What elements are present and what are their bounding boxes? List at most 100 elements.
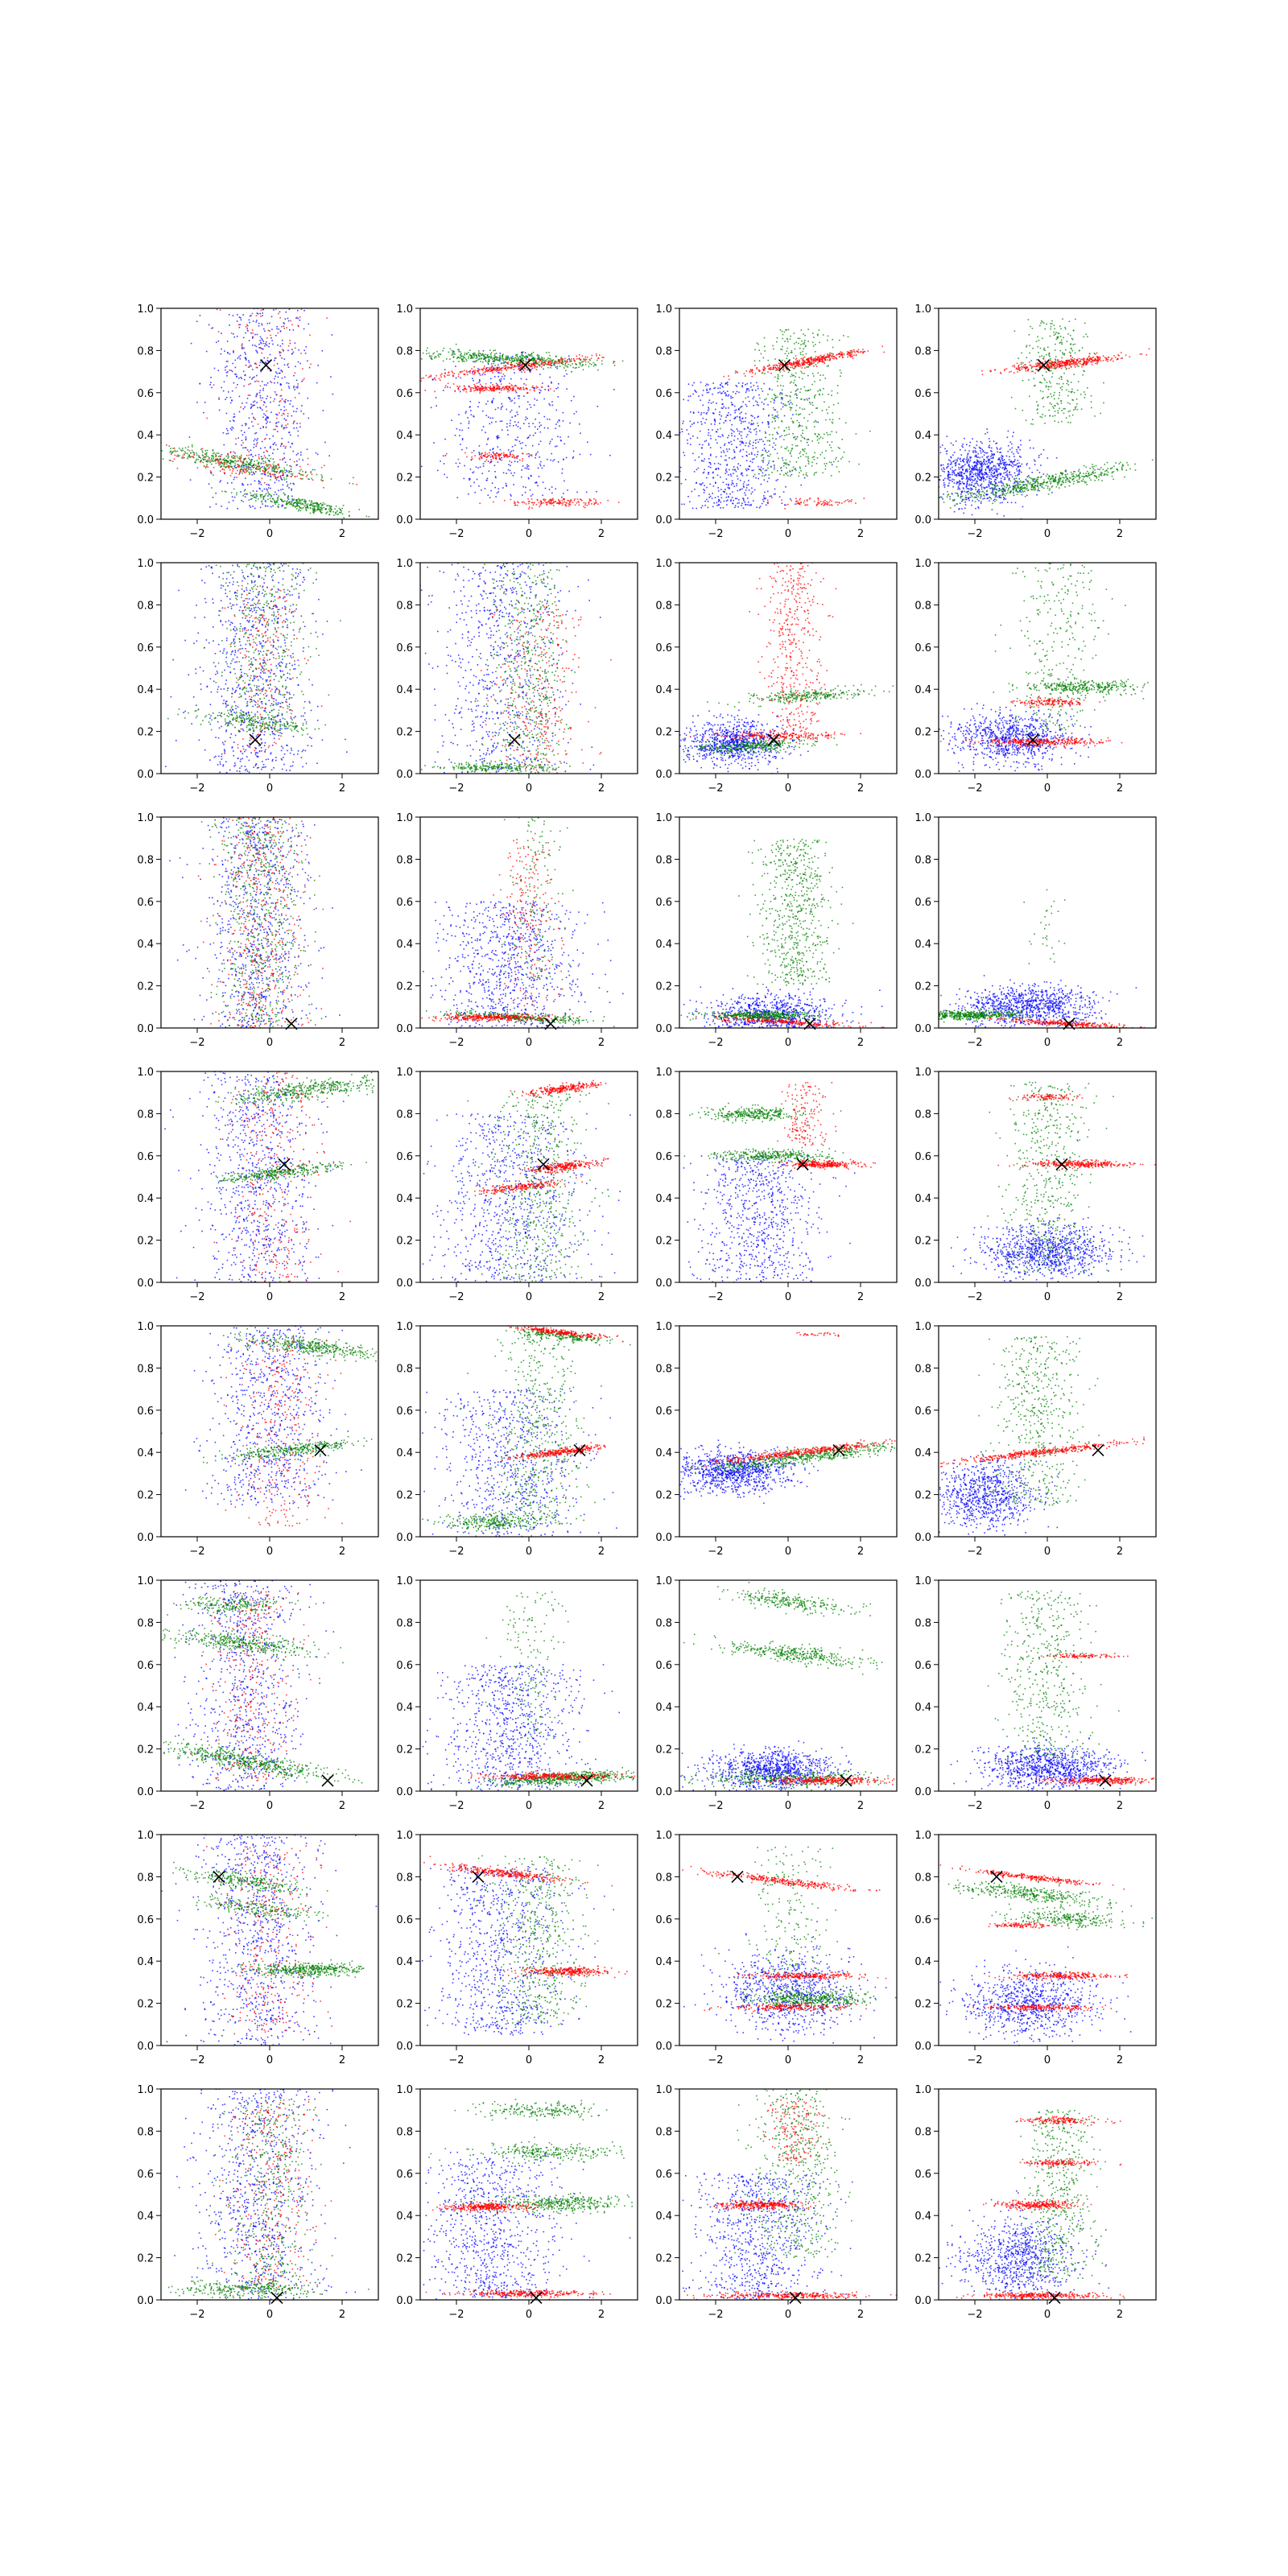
scatter-point	[488, 364, 489, 365]
scatter-point	[815, 472, 817, 473]
scatter-point	[312, 506, 314, 507]
scatter-point	[226, 397, 228, 398]
scatter-point	[769, 444, 770, 446]
scatter-point	[802, 430, 803, 431]
scatter-point	[522, 360, 523, 361]
scatter-point	[250, 506, 252, 508]
scatter-point	[203, 462, 204, 464]
scatter-point	[366, 516, 368, 518]
scatter-point	[272, 498, 274, 500]
scatter-point	[249, 322, 250, 324]
scatter-point	[282, 340, 283, 341]
scatter-point	[323, 507, 324, 509]
scatter-point	[704, 492, 705, 493]
scatter-point	[722, 434, 724, 436]
scatter-point	[452, 351, 454, 353]
scatter-point	[825, 469, 827, 470]
scatter-point	[806, 453, 807, 455]
scatter-point	[555, 362, 556, 364]
scatter-point	[328, 455, 330, 456]
scatter-point	[323, 502, 324, 504]
scatter-point	[704, 501, 706, 502]
scatter-point	[810, 389, 811, 390]
scatter-point	[762, 460, 763, 462]
scatter-point	[250, 316, 251, 317]
scatter-point	[233, 363, 234, 365]
scatter-point	[254, 401, 256, 402]
scatter-point	[814, 474, 815, 476]
scatter-point	[738, 499, 740, 501]
scatter-point	[786, 338, 788, 340]
scatter-point	[263, 498, 265, 500]
scatter-point	[243, 469, 245, 470]
scatter-point	[764, 373, 766, 374]
scatter-point	[541, 364, 543, 365]
scatter-point	[268, 330, 270, 332]
scatter-point	[714, 463, 716, 464]
scatter-point	[771, 472, 773, 473]
scatter-point	[317, 509, 319, 510]
scatter-point	[795, 385, 796, 386]
scatter-point	[501, 373, 502, 374]
scatter-point	[720, 415, 722, 417]
scatter-point	[792, 363, 794, 365]
scatter-point	[242, 348, 243, 349]
scatter-point	[739, 489, 741, 491]
scatter-point	[295, 506, 297, 507]
scatter-point	[747, 497, 749, 499]
scatter-point	[782, 349, 783, 351]
scatter-point	[576, 358, 578, 360]
scatter-point	[262, 470, 264, 472]
scatter-point	[278, 490, 279, 492]
scatter-point	[246, 440, 247, 441]
scatter-point	[485, 383, 487, 385]
scatter-point	[777, 470, 778, 472]
scatter-point	[497, 369, 498, 370]
scatter-point	[836, 355, 837, 357]
scatter-point	[466, 456, 468, 458]
scatter-point	[285, 462, 287, 464]
scatter-point	[814, 459, 815, 460]
scatter-point	[750, 415, 752, 416]
scatter-point	[446, 453, 448, 455]
scatter-point	[847, 351, 848, 353]
scatter-point	[683, 421, 684, 423]
scatter-point	[462, 361, 464, 362]
scatter-point	[543, 502, 545, 504]
scatter-point	[518, 388, 519, 390]
scatter-point	[334, 508, 336, 510]
scatter-point	[827, 365, 828, 367]
scatter-point	[255, 446, 257, 448]
scatter-point	[492, 372, 493, 374]
scatter-point	[298, 502, 299, 504]
scatter-point	[831, 462, 832, 464]
scatter-point	[343, 505, 345, 506]
scatter-point	[295, 499, 297, 501]
scatter-point	[770, 373, 772, 374]
scatter-point	[242, 464, 244, 465]
scatter-point	[767, 481, 769, 483]
scatter-point	[831, 356, 832, 357]
scatter-point	[436, 405, 437, 407]
scatter-point	[259, 407, 261, 408]
scatter-point	[264, 447, 266, 448]
scatter-point	[327, 505, 328, 506]
scatter-point	[828, 356, 829, 357]
scatter-point	[516, 456, 518, 457]
scatter-point	[522, 502, 523, 503]
scatter-point	[197, 467, 199, 469]
scatter-point	[515, 457, 517, 459]
scatter-point	[270, 422, 271, 423]
scatter-point	[746, 383, 748, 385]
scatter-point	[516, 440, 518, 441]
scatter-point	[479, 445, 481, 447]
scatter-point	[797, 398, 799, 399]
scatter-point	[730, 473, 732, 475]
scatter-point	[479, 355, 481, 357]
scatter-point	[236, 387, 237, 389]
scatter-point	[571, 371, 572, 373]
scatter-point	[503, 456, 505, 458]
scatter-point	[444, 463, 445, 464]
scatter-point	[275, 477, 276, 479]
scatter-point	[735, 393, 737, 394]
